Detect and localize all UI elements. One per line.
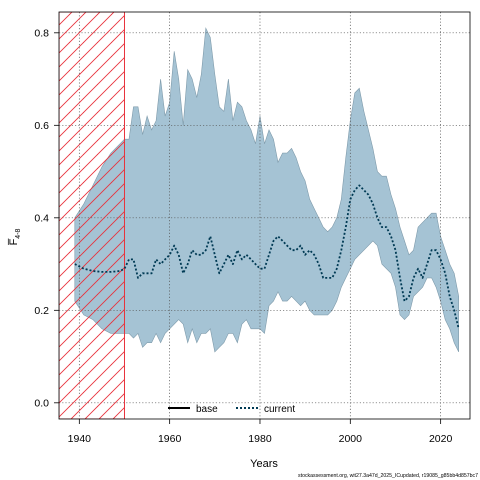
x-axis-title: Years: [250, 458, 278, 470]
svg-text:F̅4-8: F̅4-8: [8, 228, 22, 245]
plot-frame: [58, 11, 471, 420]
confidence-band: [74, 27, 459, 353]
y-tick-label: 0.2: [34, 305, 49, 317]
legend-label-current: current: [264, 404, 295, 415]
y-axis: 0.0 0.2 0.4 0.6 0.8: [34, 27, 59, 409]
y-tick-label: 0.4: [34, 212, 49, 224]
x-tick-label: 1960: [158, 433, 182, 445]
y-tick-label: 0.8: [34, 27, 49, 39]
hatched-region-layer: [59, 12, 125, 419]
y-tick-label: 0.6: [34, 120, 49, 132]
x-axis: 1940 1960 1980 2000 2020: [68, 419, 453, 445]
x-tick-label: 1940: [68, 433, 92, 445]
x-tick-label: 1980: [248, 433, 272, 445]
series-line-current: [74, 184, 460, 330]
footnote: stockassessment.org, wit27.3a47d_2025_IC…: [298, 473, 478, 479]
x-tick-label: 2000: [339, 433, 363, 445]
series-layer: [74, 184, 460, 330]
y-axis-title-sub: 4-8: [15, 228, 22, 238]
confidence-band-layer: [74, 27, 459, 353]
y-axis-title: F̅4-8: [8, 228, 22, 245]
y-tick-label: 0.0: [34, 397, 49, 409]
legend: base current: [168, 404, 295, 415]
legend-label-base: base: [196, 404, 218, 415]
x-tick-label: 2020: [429, 433, 453, 445]
hatched-region: [59, 12, 125, 419]
y-axis-title-main: F̅: [8, 238, 20, 246]
